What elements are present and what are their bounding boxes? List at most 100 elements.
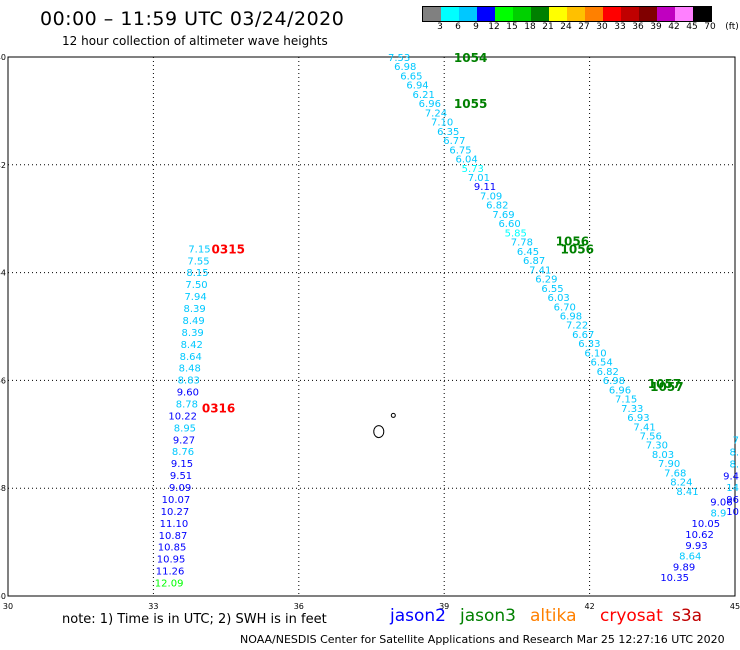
track-left-value: 9.60: [177, 388, 199, 399]
colorbar-swatch: [693, 7, 711, 21]
track-left-value: 10.27: [161, 507, 190, 518]
colorbar-label: 21: [542, 22, 554, 32]
legend-jason2: jason2: [390, 606, 446, 626]
colorbar-swatch: [423, 7, 441, 21]
track-diagonal-value: 7.10: [431, 118, 453, 129]
track-diagonal-value: 6.21: [413, 90, 435, 101]
track-right-value: 7: [733, 436, 739, 447]
track-right-value: 10: [726, 507, 739, 518]
track-diagonal-value: 6.96: [609, 385, 631, 396]
track-diagonal-value: 6.93: [627, 413, 649, 424]
track-diagonal-end-value: 10.05: [691, 519, 720, 530]
pass-id: 0315: [212, 242, 245, 256]
colorbar-unit: (ft): [725, 22, 739, 32]
track-diagonal-value: 7.22: [566, 321, 588, 332]
track-left-value: 9.09: [169, 483, 191, 494]
legend-jason3: jason3: [460, 606, 516, 626]
footer-credit: NOAA/NESDIS Center for Satellite Applica…: [240, 633, 725, 646]
map-frame: [7, 56, 736, 597]
track-diagonal-value: 6.60: [498, 219, 520, 230]
track-left-value: 10.85: [158, 543, 187, 554]
track-diagonal-value: 7.15: [615, 395, 637, 406]
track-left-value: 7.55: [187, 256, 209, 267]
track-diagonal-end-value: 9.06: [710, 498, 732, 509]
track-diagonal-value: 9.11: [474, 182, 496, 193]
colorbar-label: 6: [455, 22, 461, 32]
colorbar-label: 42: [668, 22, 680, 32]
track-diagonal-value: 6.35: [437, 127, 459, 138]
colorbar-swatch: [459, 7, 477, 21]
lat-tick-label: -46: [0, 376, 6, 385]
track-diagonal-value: 6.82: [486, 201, 508, 212]
legend-s3a: s3a: [672, 606, 703, 626]
track-left-value: 8.48: [179, 364, 201, 375]
map-subtitle: 12 hour collection of altimeter wave hei…: [62, 34, 328, 48]
colorbar-swatch: [675, 7, 693, 21]
colorbar-swatch: [603, 7, 621, 21]
lat-tick-label: -48: [0, 484, 6, 493]
colorbar: [422, 6, 712, 22]
track-diagonal-value: 6.45: [517, 247, 539, 258]
track-diagonal-value: 6.10: [584, 348, 606, 359]
pass-id: 1054: [454, 51, 487, 65]
track-diagonal-end-value: 8.64: [679, 552, 701, 563]
track-diagonal-value: 5.73: [462, 164, 484, 175]
colorbar-label: 3: [437, 22, 443, 32]
map-title: 00:00 – 11:59 UTC 03/24/2020: [40, 8, 345, 30]
track-left-value: 11.10: [160, 519, 189, 530]
legend-altika: altika: [530, 606, 577, 626]
track-diagonal-value: 6.04: [456, 155, 478, 166]
colorbar-swatch: [549, 7, 567, 21]
track-diagonal-value: 7.30: [646, 441, 668, 452]
colorbar-label: 30: [596, 22, 608, 32]
track-diagonal-value: 7.56: [640, 432, 662, 443]
colorbar-label: 70: [704, 22, 716, 32]
track-diagonal-value: 6.03: [548, 293, 570, 304]
track-left-value: 10.07: [162, 495, 191, 506]
colorbar-swatch: [585, 7, 603, 21]
track-diagonal-value: 7.68: [664, 468, 686, 479]
lon-tick-label: 42: [585, 602, 595, 611]
lon-tick-label: 36: [294, 602, 304, 611]
track-diagonal-value: 7.09: [480, 191, 502, 202]
track-diagonal-value: 7.24: [425, 108, 447, 119]
track-diagonal-value: 7.53: [388, 53, 410, 64]
pass-id: 1056: [556, 234, 589, 248]
track-diagonal-value: 6.55: [541, 284, 563, 295]
track-left-value: 8.39: [182, 328, 204, 339]
track-diagonal-value: 6.29: [535, 275, 557, 286]
track-diagonal-value: 6.94: [406, 81, 428, 92]
track-diagonal-value: 8.03: [652, 450, 674, 461]
track-left-value: 12.09: [155, 579, 184, 590]
track-diagonal-value: 6.70: [554, 302, 576, 313]
track-diagonal-value: 7.41: [633, 422, 655, 433]
track-diagonal-value: 7.69: [492, 210, 514, 221]
track-left-value: 9.51: [170, 471, 192, 482]
track-diagonal-value: 7.33: [621, 404, 643, 415]
lon-tick-label: 33: [148, 602, 158, 611]
track-diagonal-value: 8.41: [676, 487, 698, 498]
track-left-value: 8.15: [186, 268, 208, 279]
track-left-value: 7.15: [188, 244, 210, 255]
track-diagonal-value: 6.65: [400, 71, 422, 82]
track-diagonal-value: 6.33: [578, 339, 600, 350]
lon-tick-label: 30: [3, 602, 13, 611]
track-diagonal-value: 6.98: [394, 62, 416, 73]
track-left-value: 9.27: [173, 435, 195, 446]
track-diagonal-value: 6.96: [419, 99, 441, 110]
colorbar-label: 33: [614, 22, 626, 32]
track-diagonal-end-value: 10.62: [685, 530, 714, 541]
track-diagonal-value: 8.24: [670, 478, 692, 489]
colorbar-swatch: [495, 7, 513, 21]
lon-tick-label: 39: [439, 602, 449, 611]
track-left-value: 8.39: [183, 304, 205, 315]
track-left-value: 8.49: [183, 316, 205, 327]
pass-id: 1057: [650, 380, 683, 394]
lat-tick-label: -50: [0, 592, 6, 601]
track-diagonal-value: 7.78: [511, 238, 533, 249]
track-left-value: 9.15: [171, 459, 193, 470]
track-diagonal-value: 7.01: [468, 173, 490, 184]
colorbar-label: 27: [578, 22, 590, 32]
track-left-value: 8.42: [181, 340, 203, 351]
track-left-value: 10.87: [159, 531, 188, 542]
